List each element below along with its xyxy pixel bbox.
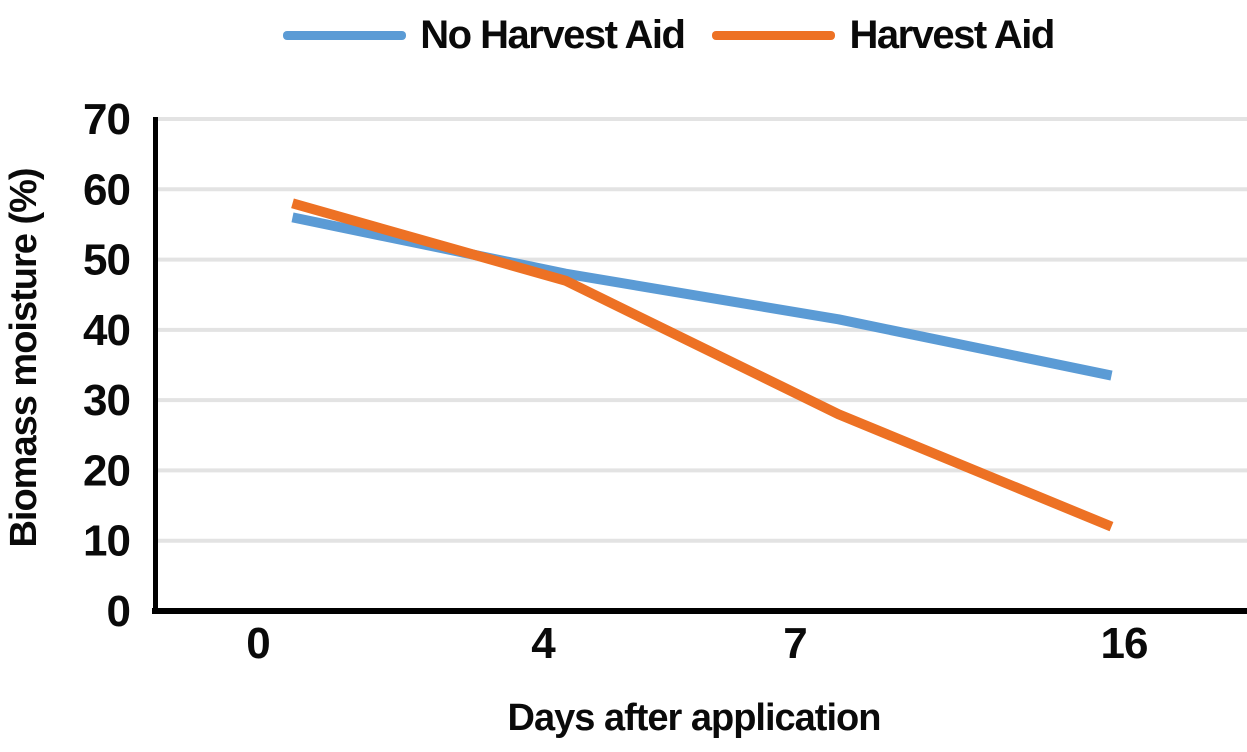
x-tick-label: 16 [1101,619,1148,668]
legend-item-harvest-aid: Harvest Aid [712,12,1055,58]
legend-label-harvest-aid: Harvest Aid [849,12,1055,57]
series-lines [291,198,1114,532]
y-tick-label: 0 [107,587,130,636]
x-axis-title: Days after application [508,697,881,739]
y-tick-label: 60 [83,165,130,214]
y-axis-title: Biomass moisture (%) [3,168,45,547]
legend-label-no-harvest-aid: No Harvest Aid [420,12,686,57]
y-tick-label: 70 [83,95,130,144]
y-tick-label: 50 [83,236,130,285]
x-tick-label: 4 [531,619,556,668]
y-tick-label: 10 [83,517,130,566]
x-tick-label: 0 [246,619,269,668]
y-tick-label: 30 [83,376,130,425]
x-tick-label: 7 [783,619,806,668]
axes [152,117,1247,614]
y-tick-label: 40 [83,306,130,355]
legend-item-no-harvest-aid: No Harvest Aid [283,12,686,58]
y-tick-label: 20 [83,446,130,495]
y-tick-labels: 0 10 20 30 40 50 60 70 [83,95,131,636]
legend-swatch-no-harvest-aid [283,30,407,40]
series-line-harvest-aid [291,198,1114,532]
gridlines [156,117,1247,543]
chart-legend: No Harvest Aid Harvest Aid [90,10,1247,60]
x-tick-labels: 0 4 7 16 [246,619,1148,668]
legend-swatch-harvest-aid [712,30,836,40]
